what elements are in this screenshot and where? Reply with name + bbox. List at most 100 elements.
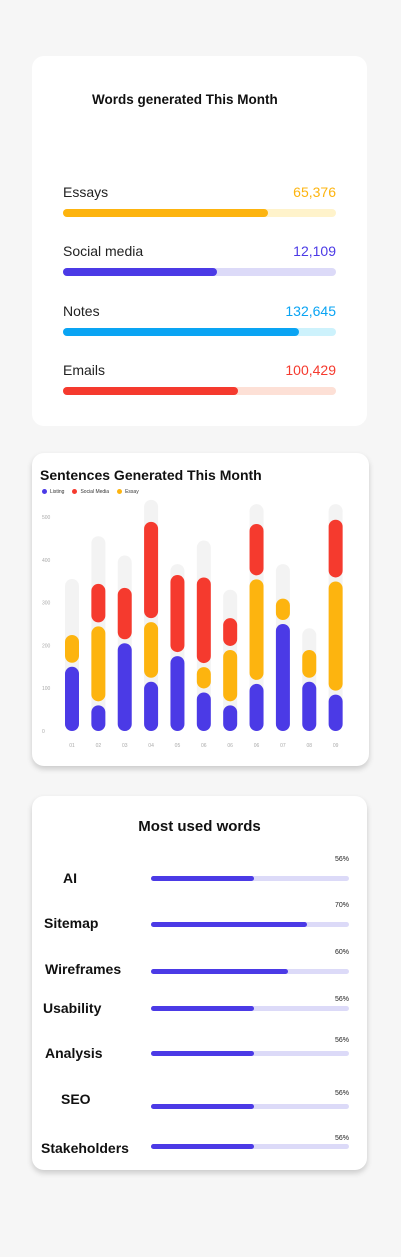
bar-essay <box>91 626 106 702</box>
chart-legend: Listing Social Media Essay <box>42 489 139 495</box>
usage-label: Stakeholders <box>41 1140 129 1156</box>
word-row-value: 12,109 <box>293 243 336 259</box>
usage-fill <box>151 1144 254 1149</box>
usage-track <box>151 1104 349 1109</box>
bar-listing <box>196 692 211 731</box>
bar-listing <box>249 683 264 731</box>
bar-listing <box>144 681 159 731</box>
usage-track <box>151 1006 349 1011</box>
bar-listing <box>65 666 79 731</box>
most-used-words-card: Most used words AI 56% Sitemap 70% Wiref… <box>32 796 367 1170</box>
word-row-fill <box>63 268 218 276</box>
usage-percent: 56% <box>334 996 349 1003</box>
usage-label: AI <box>63 870 77 886</box>
bar-social-media <box>196 577 211 664</box>
x-tick-label: 04 <box>148 743 154 749</box>
usage-row-usability: Usability 56% <box>32 996 367 1042</box>
usage-row-sitemap: Sitemap 70% <box>32 902 367 948</box>
x-tick-label: 05 <box>175 743 181 749</box>
usage-percent: 60% <box>334 949 349 956</box>
legend-item-essay: Essay <box>117 489 139 495</box>
bar-listing <box>117 643 132 731</box>
bar-listing <box>302 681 317 731</box>
legend-dot <box>117 489 123 495</box>
word-row-value: 132,645 <box>285 303 336 319</box>
legend-item-social-media: Social Media <box>72 489 109 495</box>
usage-row-analysis: Analysis 56% <box>32 1037 367 1083</box>
x-tick-label: 08 <box>306 743 312 749</box>
usage-label: Analysis <box>45 1045 103 1061</box>
bar-essay <box>275 598 290 620</box>
bar-social-media <box>249 523 264 576</box>
chart-title: Sentences Generated This Month <box>40 467 262 483</box>
word-row-social-media: Social media 12,109 <box>63 243 336 283</box>
word-row-fill <box>63 328 300 336</box>
word-row-value: 65,376 <box>293 184 336 200</box>
stacked-bar-chart: 500 400 300 200 100 0 01 02 03 04 05 06 06 06 07 08 09 <box>42 499 343 749</box>
bar-listing <box>275 624 290 731</box>
legend-item-listing: Listing <box>42 489 64 495</box>
y-tick-label: 200 <box>42 643 51 649</box>
words-card-title: Words generated This Month <box>92 92 278 107</box>
bar-essay <box>302 649 317 678</box>
usage-track <box>151 922 349 927</box>
usage-percent: 56% <box>334 1037 349 1044</box>
usage-fill <box>151 1051 254 1056</box>
bar-listing <box>170 656 185 731</box>
usage-track <box>151 876 349 881</box>
bar-listing <box>91 705 106 731</box>
usage-percent: 56% <box>334 1090 349 1097</box>
usage-row-seo: SEO 56% <box>32 1090 367 1136</box>
x-tick-label: 07 <box>280 743 286 749</box>
bar-essay <box>328 581 343 691</box>
x-tick-label: 03 <box>122 743 128 749</box>
x-tick-label: 06 <box>201 743 207 749</box>
y-tick-label: 100 <box>42 686 51 692</box>
usage-track <box>151 1051 349 1056</box>
legend-dot <box>42 489 47 495</box>
bar-listing <box>223 705 238 731</box>
x-tick-label: 01 <box>69 743 75 749</box>
word-row-label: Emails <box>63 362 106 378</box>
legend-dot <box>72 489 78 495</box>
word-row-track <box>63 209 336 217</box>
word-row-label: Social media <box>63 243 144 259</box>
usage-row-ai: AI 56% <box>32 856 367 902</box>
usage-percent: 56% <box>334 1135 349 1142</box>
usage-fill <box>151 1104 254 1109</box>
most-used-title: Most used words <box>138 818 261 835</box>
usage-track <box>151 1144 349 1149</box>
sentences-chart-card: Sentences Generated This Month Listing S… <box>32 453 369 766</box>
usage-fill <box>151 922 308 927</box>
bar-listing <box>328 694 343 731</box>
usage-track <box>151 969 349 974</box>
usage-fill <box>151 876 254 881</box>
word-row-track <box>63 387 336 395</box>
y-tick-label: 500 <box>42 515 51 521</box>
word-row-label: Notes <box>63 303 100 319</box>
words-generated-card: Words generated This Month Essays 65,376… <box>32 56 367 426</box>
bar-social-media <box>144 521 159 619</box>
word-row-fill <box>63 387 238 395</box>
usage-fill <box>151 969 288 974</box>
word-row-value: 100,429 <box>285 362 336 378</box>
legend-label: Listing <box>50 489 65 495</box>
bar-social-media <box>117 587 132 640</box>
word-row-fill <box>63 209 268 217</box>
bar-social-media <box>91 583 106 623</box>
usage-percent: 70% <box>334 902 349 909</box>
x-tick-label: 06 <box>227 743 233 749</box>
usage-row-stakeholders: Stakeholders 56% <box>32 1135 367 1181</box>
legend-label: Social Media <box>80 489 110 495</box>
bar-social-media <box>170 575 185 653</box>
x-tick-label: 02 <box>96 743 102 749</box>
usage-row-wireframes: Wireframes 60% <box>32 949 367 995</box>
word-row-notes: Notes 132,645 <box>63 303 336 343</box>
bar-essay <box>196 667 211 689</box>
x-tick-label: 09 <box>333 743 339 749</box>
word-row-track <box>63 268 336 276</box>
x-tick-label: 06 <box>254 743 260 749</box>
word-row-emails: Emails 100,429 <box>63 362 336 402</box>
bar-essay <box>144 622 159 678</box>
usage-label: Sitemap <box>44 915 99 931</box>
